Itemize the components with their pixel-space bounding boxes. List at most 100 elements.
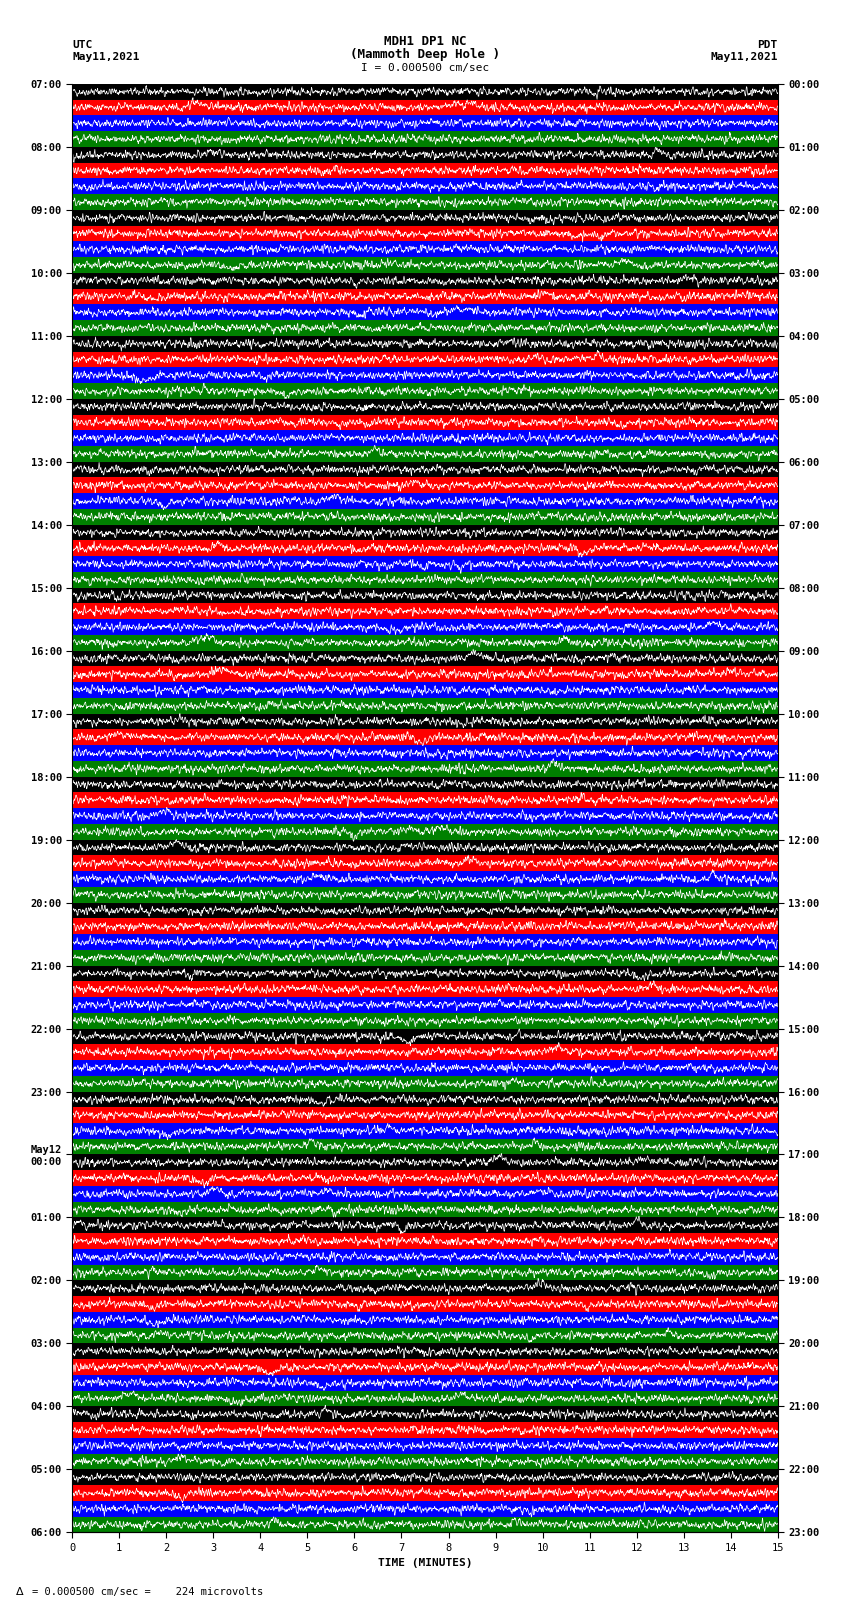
Bar [72, 179, 778, 194]
Bar [72, 1423, 778, 1437]
Bar [72, 1107, 778, 1123]
Bar [72, 650, 778, 666]
Bar [72, 1234, 778, 1248]
Bar [72, 524, 778, 540]
Bar [72, 147, 778, 163]
Bar [72, 840, 778, 855]
Bar [72, 1248, 778, 1265]
Bar [72, 1453, 778, 1469]
Bar [72, 1516, 778, 1532]
Bar [72, 1500, 778, 1516]
Bar [72, 966, 778, 981]
Bar [72, 981, 778, 997]
Bar [72, 305, 778, 319]
Bar [72, 729, 778, 745]
Bar [72, 1092, 778, 1107]
Bar [72, 1407, 778, 1423]
Text: (Mammoth Deep Hole ): (Mammoth Deep Hole ) [350, 48, 500, 61]
Bar [72, 761, 778, 776]
Bar [72, 587, 778, 603]
Bar [72, 573, 778, 587]
Bar [72, 382, 778, 398]
Bar [72, 997, 778, 1013]
Bar [72, 1076, 778, 1092]
Bar [72, 824, 778, 840]
Bar [72, 100, 778, 116]
Bar [72, 336, 778, 352]
Text: MDH1 DP1 NC: MDH1 DP1 NC [383, 35, 467, 48]
Bar [72, 1044, 778, 1060]
Bar [72, 1374, 778, 1390]
Bar [72, 461, 778, 477]
Bar [72, 556, 778, 573]
Bar [72, 84, 778, 100]
Bar [72, 1139, 778, 1155]
Bar [72, 540, 778, 556]
Bar [72, 368, 778, 382]
Bar [72, 226, 778, 242]
Bar [72, 431, 778, 447]
Bar [72, 792, 778, 808]
Text: $\Delta$: $\Delta$ [15, 1586, 25, 1597]
Bar [72, 808, 778, 824]
Bar [72, 1344, 778, 1360]
Bar [72, 242, 778, 256]
Bar [72, 619, 778, 636]
Bar [72, 163, 778, 179]
Bar [72, 1297, 778, 1311]
Bar [72, 131, 778, 147]
Bar [72, 950, 778, 966]
Text: UTC
May11,2021: UTC May11,2021 [72, 40, 139, 61]
Bar [72, 603, 778, 619]
Bar [72, 682, 778, 698]
Bar [72, 194, 778, 210]
Bar [72, 636, 778, 650]
Bar [72, 1486, 778, 1500]
Bar [72, 1311, 778, 1327]
Bar [72, 887, 778, 903]
Bar [72, 1390, 778, 1407]
Bar [72, 934, 778, 950]
Bar [72, 1060, 778, 1076]
Bar [72, 1437, 778, 1453]
Bar [72, 918, 778, 934]
Bar [72, 116, 778, 131]
Bar [72, 1265, 778, 1281]
Bar [72, 903, 778, 918]
Bar [72, 1123, 778, 1139]
Bar [72, 666, 778, 682]
Bar [72, 1013, 778, 1029]
Bar [72, 1360, 778, 1374]
Text: = 0.000500 cm/sec =    224 microvolts: = 0.000500 cm/sec = 224 microvolts [32, 1587, 264, 1597]
Bar [72, 1155, 778, 1171]
Bar [72, 398, 778, 415]
Bar [72, 1029, 778, 1044]
Bar [72, 289, 778, 305]
Text: PDT
May11,2021: PDT May11,2021 [711, 40, 778, 61]
X-axis label: TIME (MINUTES): TIME (MINUTES) [377, 1558, 473, 1568]
Bar [72, 855, 778, 871]
Bar [72, 494, 778, 510]
Bar [72, 1171, 778, 1186]
Bar [72, 698, 778, 713]
Text: I = 0.000500 cm/sec: I = 0.000500 cm/sec [361, 63, 489, 73]
Bar [72, 415, 778, 431]
Bar [72, 319, 778, 336]
Bar [72, 745, 778, 761]
Bar [72, 713, 778, 729]
Bar [72, 871, 778, 887]
Bar [72, 1327, 778, 1344]
Bar [72, 1186, 778, 1202]
Bar [72, 510, 778, 524]
Bar [72, 273, 778, 289]
Bar [72, 1202, 778, 1218]
Bar [72, 477, 778, 494]
Bar [72, 1469, 778, 1486]
Bar [72, 210, 778, 226]
Bar [72, 776, 778, 792]
Bar [72, 1218, 778, 1234]
Bar [72, 447, 778, 461]
Bar [72, 352, 778, 368]
Bar [72, 256, 778, 273]
Bar [72, 1281, 778, 1297]
